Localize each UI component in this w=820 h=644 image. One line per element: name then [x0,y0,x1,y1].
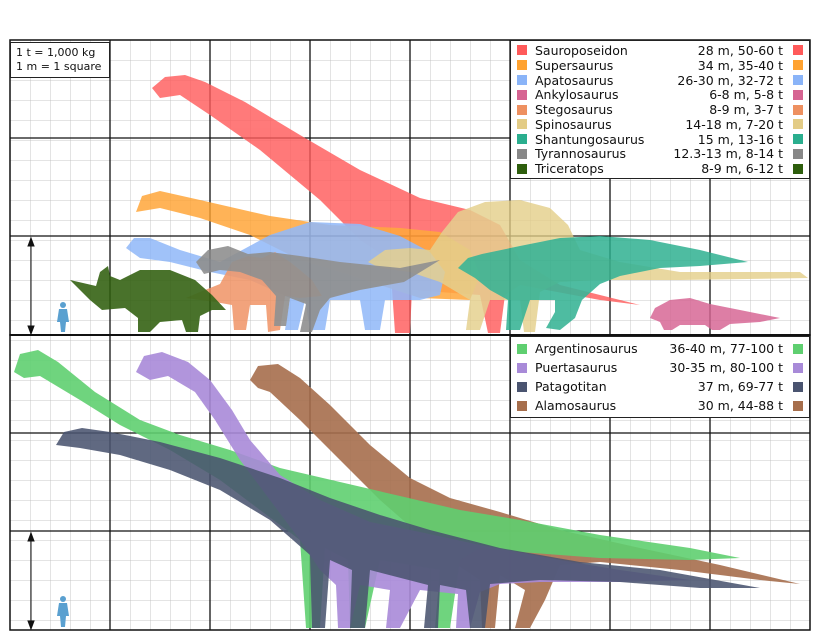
legend-stats: 8-9 m, 6-12 t [701,161,783,177]
legend-name: Tyrannosaurus [535,146,627,162]
legend-stats: 34 m, 35-40 t [697,57,783,73]
tyrannosaurus-silhouette [196,246,440,332]
legend-stats: 37 m, 69-77 t [697,379,783,394]
legend-stats: 12.3-13 m, 8-14 t [673,146,783,162]
legend-swatch [793,104,803,115]
legend-stats: 8-9 m, 3-7 t [709,102,783,118]
legend-swatch [517,148,527,159]
legend-swatch [793,163,803,174]
legend-item-shantungosaurus: Shantungosaurus 15 m, 13-16 t [517,132,803,147]
legend-item-apatosaurus: Apatosaurus 26-30 m, 32-72 t [517,73,803,88]
human-scale-bottom [57,596,69,627]
legend-name: Apatosaurus [535,72,614,88]
legend-name: Supersaurus [535,57,614,73]
triceratops-silhouette [70,266,226,332]
legend-item-supersaurus: Supersaurus 34 m, 35-40 t [517,58,803,73]
legend-stats: 30 m, 44-88 t [697,398,783,413]
legend-swatch [517,74,527,85]
legend-name: Alamosaurus [535,398,617,413]
legend-name: Ankylosaurus [535,87,619,103]
legend-item-spinosaurus: Spinosaurus 14-18 m, 7-20 t [517,117,803,132]
legend-stats: 26-30 m, 32-72 t [677,72,783,88]
legend-item-patagotitan: Patagotitan 37 m, 69-77 t [517,377,803,396]
legend-swatch [793,134,803,145]
legend-item-argentinosaurus: Argentinosaurus 36-40 m, 77-100 t [517,339,803,358]
legend-swatch [517,362,527,373]
legend-name: Puertasaurus [535,360,618,375]
legend-swatch [793,60,803,71]
scale-mass-label: 1 t = 1,000 kg [16,46,96,59]
legend-swatch [517,45,527,56]
height-arrow-bottom [27,531,35,631]
legend-swatch [793,89,803,100]
legend-swatch [517,60,527,71]
legend-item-tyrannosaurus: Tyrannosaurus 12.3-13 m, 8-14 t [517,146,803,162]
legend-swatch [517,343,527,354]
legend-swatch [517,163,527,174]
legend-swatch [793,74,803,85]
legend-swatch [793,362,803,373]
legend-name: Patagotitan [535,379,607,394]
legend-swatch [517,400,527,411]
legend-item-ankylosaurus: Ankylosaurus 6-8 m, 5-8 t [517,87,803,102]
legend-stats: 15 m, 13-16 t [697,131,783,147]
human-scale-top [57,302,69,332]
legend-name: Shantungosaurus [535,131,645,147]
legend-swatch [793,343,803,354]
legend-swatch [517,381,527,392]
legend-stats: 36-40 m, 77-100 t [669,341,783,356]
legend-name: Argentinosaurus [535,341,638,356]
legend-item-puertasaurus: Puertasaurus 30-35 m, 80-100 t [517,358,803,377]
legend-swatch [517,134,527,145]
legend-swatch [517,119,527,130]
legend-swatch [793,148,803,159]
legend-swatch [793,400,803,411]
legend-item-triceratops: Triceratops 8-9 m, 6-12 t [517,161,803,176]
legend-item-sauroposeidon: Sauroposeidon 28 m, 50-60 t [517,43,803,58]
legend-stats: 28 m, 50-60 t [697,42,783,58]
shantungosaurus-silhouette [458,236,748,330]
legend-name: Sauroposeidon [535,42,628,58]
ankylosaurus-silhouette [650,298,780,330]
legend-item-alamosaurus: Alamosaurus 30 m, 44-88 t [517,396,803,415]
legend-swatch [793,119,803,130]
legend-bottom: Argentinosaurus 36-40 m, 77-100 t Puerta… [510,336,810,418]
legend-stats: 30-35 m, 80-100 t [669,360,783,375]
legend-swatch [793,381,803,392]
legend-swatch [517,89,527,100]
legend-swatch [517,104,527,115]
legend-stats: 6-8 m, 5-8 t [709,87,783,103]
legend-name: Stegosaurus [535,102,613,118]
legend-name: Triceratops [535,161,604,177]
scale-length-label: 1 m = 1 square [16,60,102,73]
patagotitan-silhouette [56,428,760,628]
legend-swatch [793,45,803,56]
legend-stats: 14-18 m, 7-20 t [685,116,783,132]
legend-name: Spinosaurus [535,116,612,132]
height-arrow-top [27,236,35,336]
legend-item-stegosaurus: Stegosaurus 8-9 m, 3-7 t [517,102,803,117]
alamosaurus-silhouette [250,364,800,628]
scale-note: 1 t = 1,000 kg 1 m = 1 square [10,42,110,78]
legend-top: Sauroposeidon 28 m, 50-60 t Supersaurus … [510,40,810,180]
